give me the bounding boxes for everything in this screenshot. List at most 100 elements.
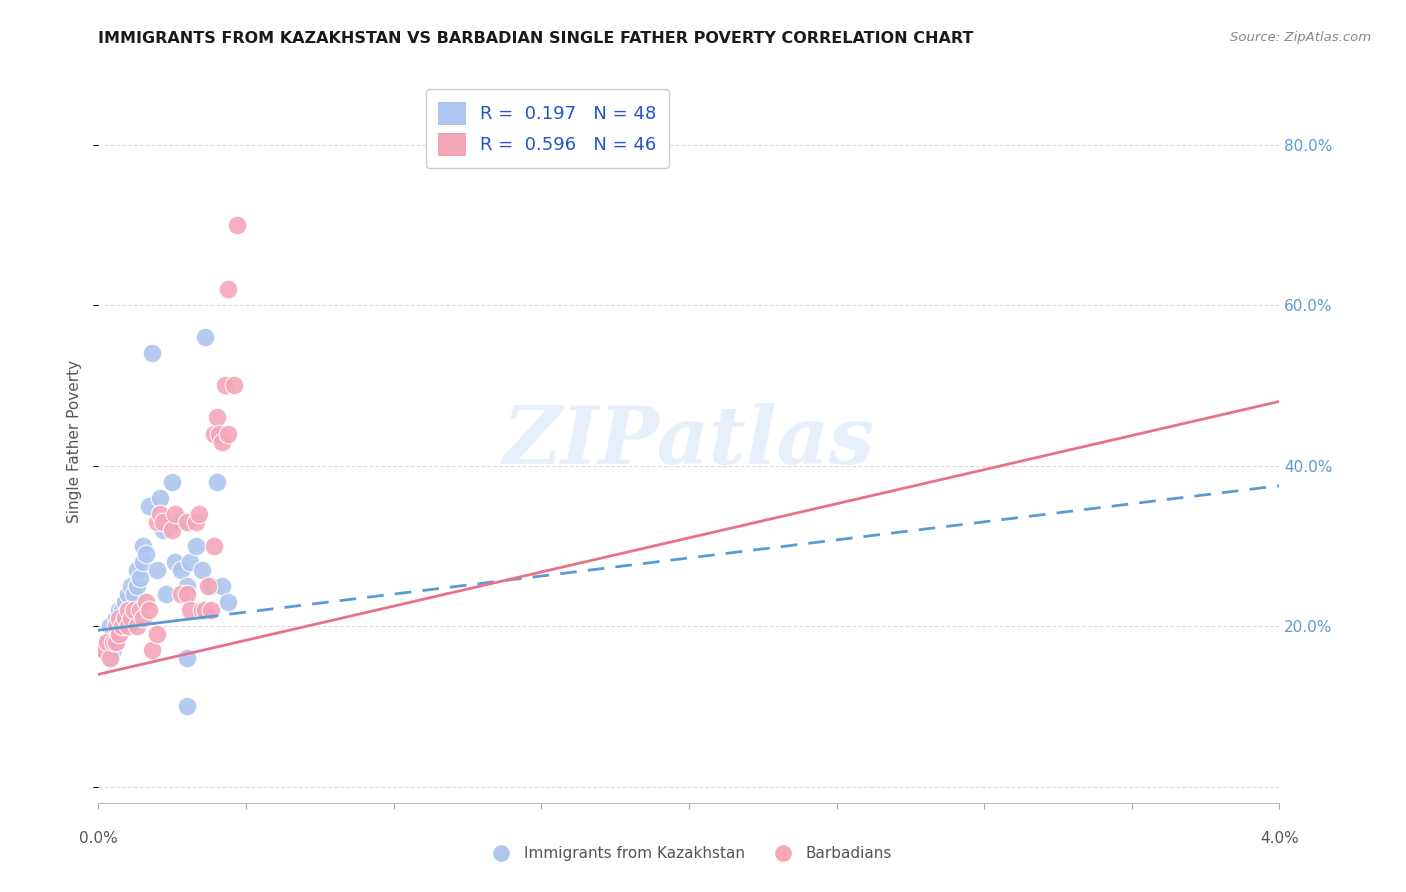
Point [111, 619, 134, 633]
Point [152, 523, 174, 537]
Point [108, 603, 131, 617]
Point [122, 603, 145, 617]
Point [170, 563, 193, 577]
Point [128, 603, 150, 617]
Point [105, 635, 128, 649]
Point [111, 619, 134, 633]
Point [135, 547, 157, 561]
Point [205, 475, 228, 489]
Point [208, 426, 231, 441]
Point [114, 611, 136, 625]
Point [179, 603, 201, 617]
Text: Source: ZipAtlas.com: Source: ZipAtlas.com [1230, 31, 1371, 45]
Point [114, 595, 136, 609]
Point [120, 579, 142, 593]
Point [200, 579, 222, 593]
Point [165, 555, 187, 569]
Legend: Immigrants from Kazakhstan, Barbadians: Immigrants from Kazakhstan, Barbadians [479, 840, 898, 867]
Point [194, 603, 217, 617]
Point [105, 619, 128, 633]
Point [120, 611, 142, 625]
Point [146, 515, 169, 529]
Point [122, 611, 145, 625]
Point [103, 643, 125, 657]
Point [93, 643, 115, 657]
Point [105, 611, 128, 625]
Text: 0.0%: 0.0% [79, 831, 118, 846]
Point [184, 515, 207, 529]
Point [226, 218, 249, 232]
Point [138, 603, 160, 617]
Point [146, 627, 169, 641]
Point [117, 603, 139, 617]
Point [167, 515, 190, 529]
Point [98, 651, 121, 665]
Point [141, 643, 163, 657]
Point [205, 410, 228, 425]
Point [103, 635, 125, 649]
Point [96, 635, 118, 649]
Point [114, 611, 136, 625]
Point [176, 699, 198, 714]
Point [191, 603, 214, 617]
Point [211, 579, 233, 593]
Point [191, 563, 214, 577]
Point [138, 499, 160, 513]
Point [103, 627, 125, 641]
Point [96, 635, 118, 649]
Point [122, 587, 145, 601]
Point [141, 346, 163, 360]
Point [187, 507, 209, 521]
Point [117, 603, 139, 617]
Text: ZIPatlas: ZIPatlas [503, 403, 875, 480]
Point [152, 515, 174, 529]
Point [117, 619, 139, 633]
Point [111, 603, 134, 617]
Point [200, 603, 222, 617]
Point [120, 603, 142, 617]
Point [217, 282, 239, 296]
Text: 4.0%: 4.0% [1260, 831, 1299, 846]
Point [155, 587, 177, 601]
Point [176, 587, 198, 601]
Point [128, 571, 150, 585]
Point [146, 563, 169, 577]
Point [197, 579, 219, 593]
Y-axis label: Single Father Poverty: Single Father Poverty [67, 360, 83, 523]
Point [98, 619, 121, 633]
Point [202, 539, 225, 553]
Point [194, 330, 217, 344]
Point [125, 563, 148, 577]
Point [135, 595, 157, 609]
Point [165, 507, 187, 521]
Point [211, 434, 233, 449]
Point [217, 595, 239, 609]
Point [132, 611, 155, 625]
Point [176, 651, 198, 665]
Point [105, 635, 128, 649]
Point [202, 426, 225, 441]
Point [125, 579, 148, 593]
Point [176, 579, 198, 593]
Point [93, 643, 115, 657]
Point [214, 378, 236, 392]
Point [117, 587, 139, 601]
Point [108, 627, 131, 641]
Point [179, 555, 201, 569]
Point [108, 627, 131, 641]
Point [224, 378, 246, 392]
Point [132, 539, 155, 553]
Point [184, 539, 207, 553]
Point [170, 587, 193, 601]
Point [125, 619, 148, 633]
Point [108, 611, 131, 625]
Point [162, 523, 183, 537]
Point [217, 426, 239, 441]
Point [98, 651, 121, 665]
Point [149, 507, 172, 521]
Text: IMMIGRANTS FROM KAZAKHSTAN VS BARBADIAN SINGLE FATHER POVERTY CORRELATION CHART: IMMIGRANTS FROM KAZAKHSTAN VS BARBADIAN … [98, 31, 974, 46]
Point [149, 491, 172, 505]
Point [162, 475, 183, 489]
Point [117, 619, 139, 633]
Point [176, 515, 198, 529]
